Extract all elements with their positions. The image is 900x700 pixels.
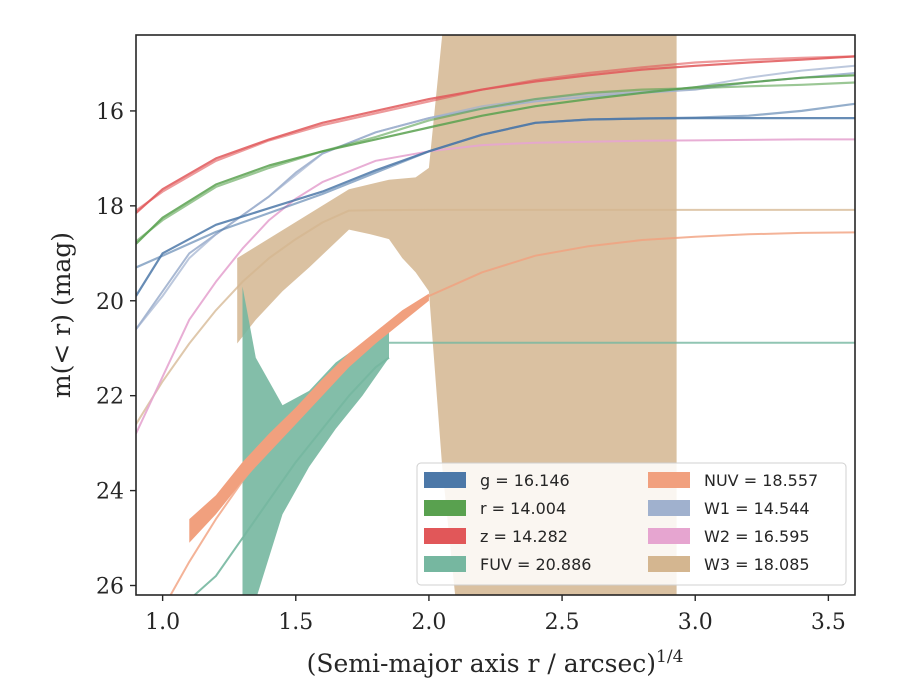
- x-tick-label: 2.0: [411, 610, 446, 635]
- legend-swatch: [424, 472, 466, 488]
- fuv-line: [193, 356, 390, 595]
- legend: g = 16.146 r = 14.004 z = 14.282 FUV = 20.8…: [416, 462, 847, 586]
- legend-swatch: [648, 528, 690, 544]
- y-tick-label: 22: [96, 385, 124, 410]
- x-tick-label: 1.5: [278, 610, 313, 635]
- w3-line: [136, 208, 855, 425]
- legend-label: W3 = 18.085: [704, 555, 810, 574]
- nuv-line: [169, 231, 855, 595]
- legend-label: W1 = 14.544: [704, 499, 810, 518]
- y-axis-label: m(< r) (mag): [47, 232, 76, 398]
- legend-box: [416, 462, 847, 586]
- legend-label: z = 14.282: [480, 527, 568, 546]
- r-line-alt: [136, 81, 855, 243]
- legend-label: FUV = 20.886: [480, 555, 591, 574]
- legend-label: r = 14.004: [480, 499, 566, 518]
- legend-swatch: [648, 472, 690, 488]
- legend-swatch: [424, 556, 466, 572]
- x-tick-label: 1.0: [145, 610, 180, 635]
- y-axis: 16 18 20 22 24 26: [96, 100, 136, 600]
- y-tick-label: 18: [96, 195, 124, 220]
- y-tick-label: 24: [96, 480, 124, 505]
- x-axis: 1.0 1.5 2.0 2.5 3.0 3.5: [145, 595, 846, 635]
- x-tick-label: 3.5: [811, 610, 846, 635]
- w3-band: [237, 35, 677, 595]
- y-tick-label: 16: [96, 100, 124, 125]
- legend-label: NUV = 18.557: [704, 471, 818, 490]
- x-axis-label: (Semi-major axis r / arcsec)1/4: [307, 647, 684, 678]
- legend-label: g = 16.146: [480, 471, 570, 490]
- w2-line: [136, 138, 855, 435]
- legend-swatch: [424, 528, 466, 544]
- legend-swatch: [648, 556, 690, 572]
- x-tick-label: 2.5: [545, 610, 580, 635]
- g-line-alt: [136, 102, 855, 269]
- y-tick-label: 20: [96, 290, 124, 315]
- x-tick-label: 3.0: [678, 610, 713, 635]
- legend-label: W2 = 16.595: [704, 527, 810, 546]
- legend-swatch: [424, 500, 466, 516]
- nuv-band: [189, 293, 429, 543]
- plot-frame: [135, 34, 856, 596]
- data-layer: [136, 35, 855, 595]
- z-line-alt: [136, 55, 855, 212]
- y-tick-label: 26: [96, 575, 124, 600]
- r-line: [136, 74, 855, 245]
- legend-swatch: [648, 500, 690, 516]
